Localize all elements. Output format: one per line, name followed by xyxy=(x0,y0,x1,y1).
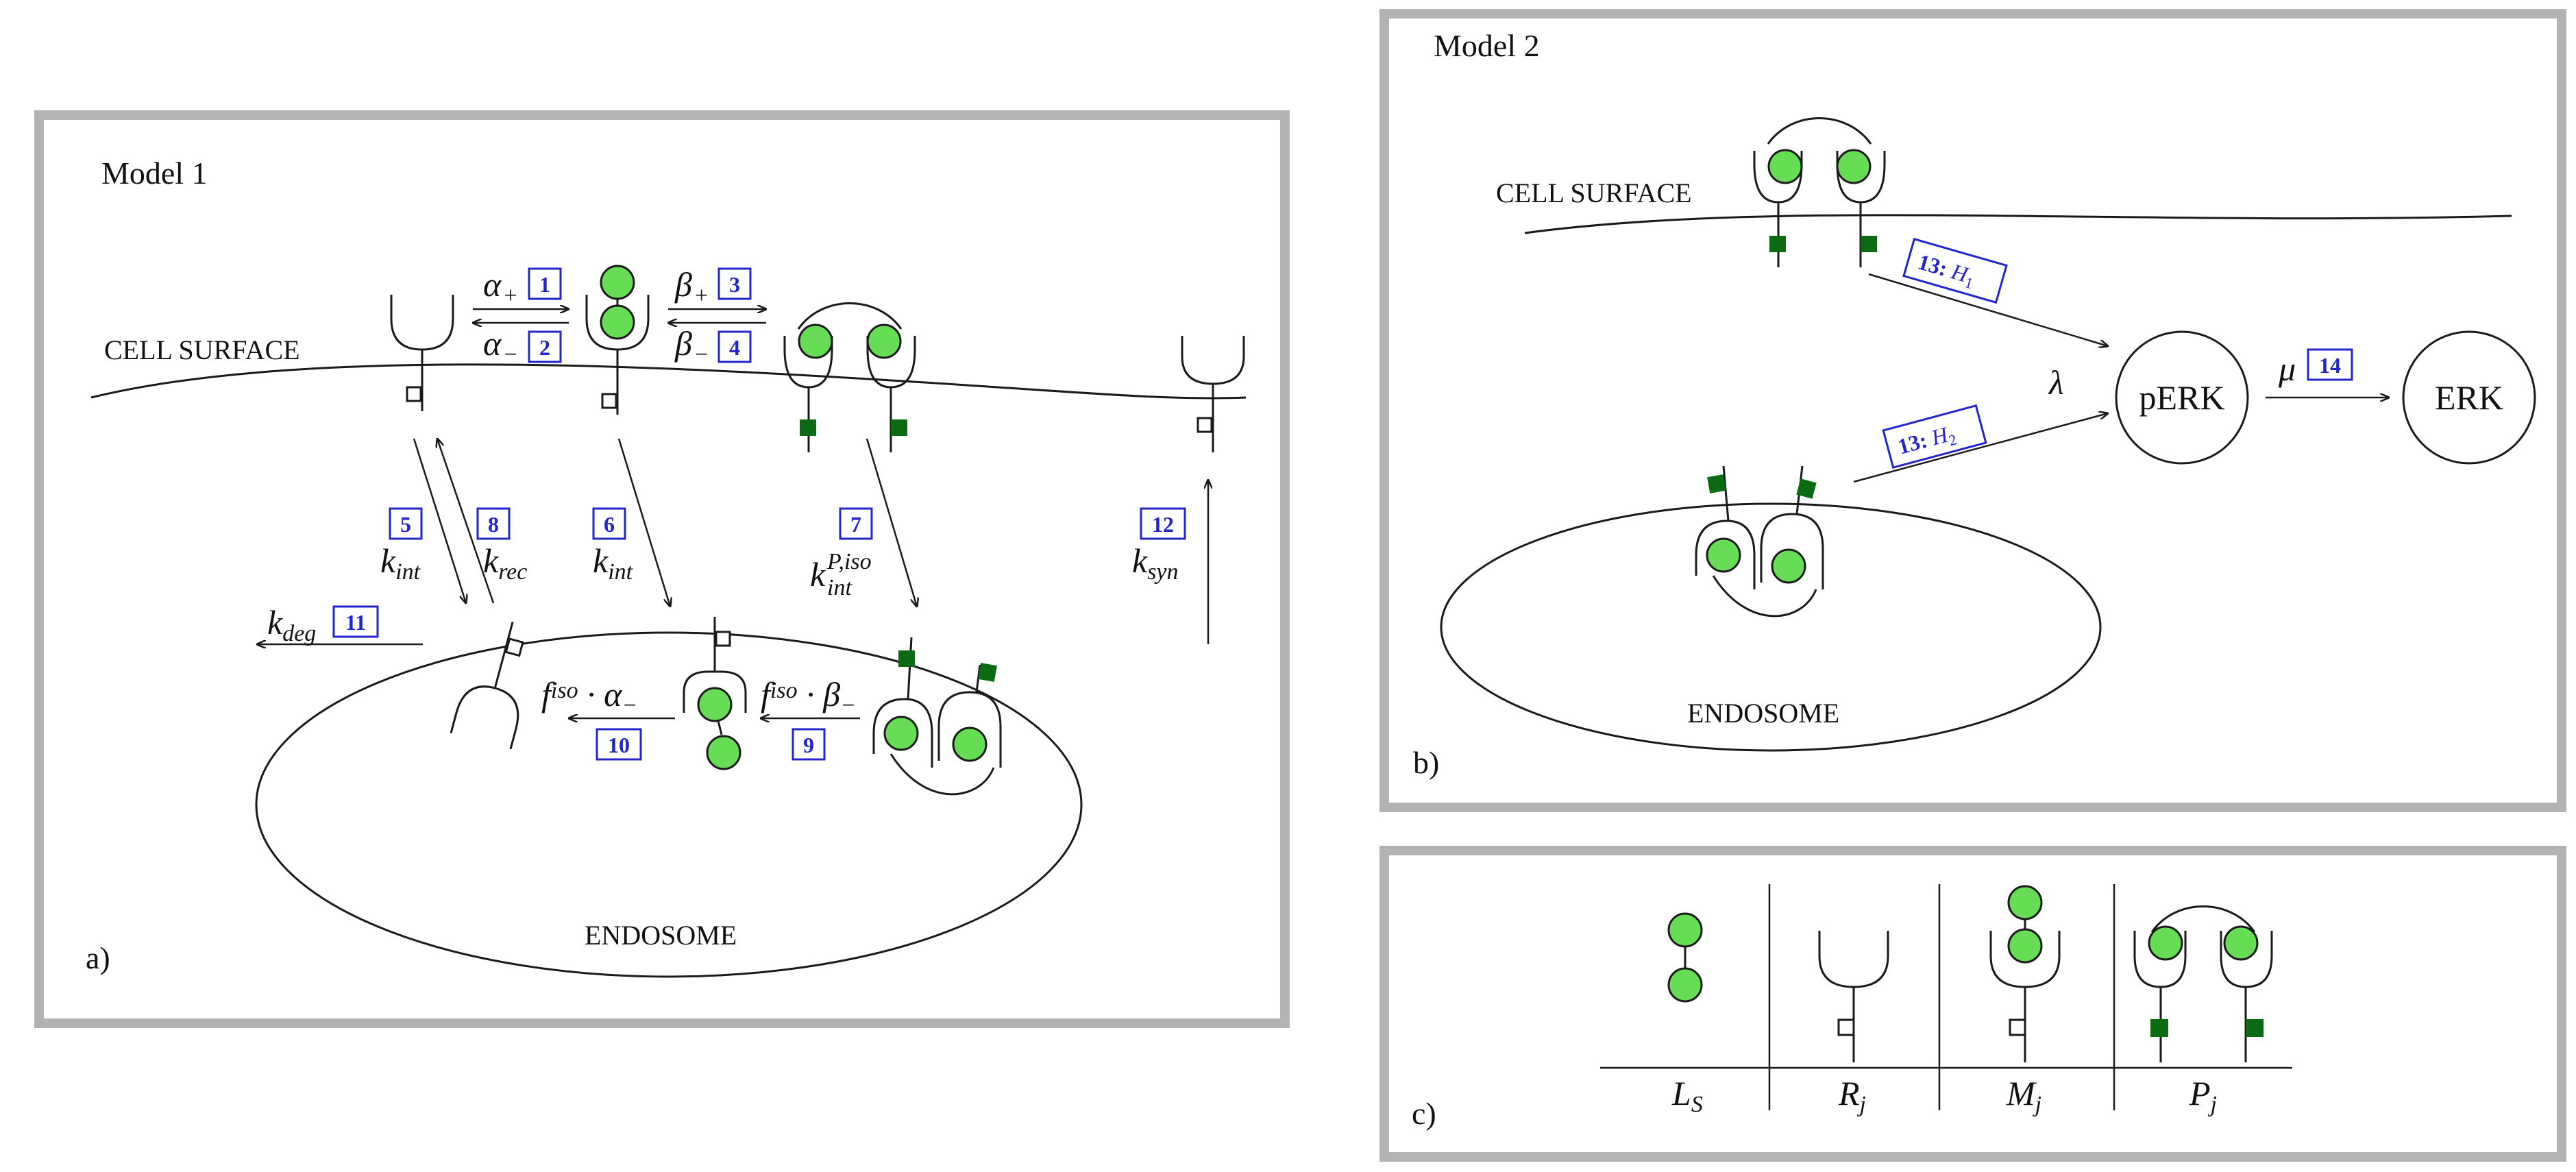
svg-text:1: 1 xyxy=(539,272,550,297)
rate-r5: 5 kint xyxy=(380,507,423,585)
svg-text:fiso · α−: fiso · α− xyxy=(541,675,637,718)
svg-text:4: 4 xyxy=(729,335,740,360)
svg-text:kint: kint xyxy=(593,541,634,585)
svg-text:pERK: pERK xyxy=(2139,378,2225,417)
rate-r9: fiso · β− 9 xyxy=(761,675,856,761)
panel-b-endosome-dimer xyxy=(1695,465,1824,618)
svg-text:kint: kint xyxy=(380,541,421,585)
panel-b-endosome-label: ENDOSOME xyxy=(1687,698,1839,729)
svg-text:7: 7 xyxy=(850,512,861,537)
svg-text:8: 8 xyxy=(488,512,499,537)
mu-label: μ xyxy=(2278,350,2296,388)
surface-receptor-new xyxy=(1181,336,1245,452)
box-h2: 13:H2 xyxy=(1882,404,1987,469)
surface-receptor-free xyxy=(390,295,454,411)
svg-text:fiso · β−: fiso · β− xyxy=(761,675,856,718)
panel-c: c) xyxy=(1379,846,2566,1162)
panel-b-cell-surface-label: CELL SURFACE xyxy=(1496,178,1692,208)
svg-text:P,iso: P,iso xyxy=(826,549,872,574)
endosome-monomer-complex xyxy=(683,617,747,770)
arrow-r8 xyxy=(437,439,495,604)
panel-c-border xyxy=(1379,846,2566,1162)
panel-a-title: Model 1 xyxy=(101,156,208,191)
svg-text:α−: α− xyxy=(483,324,518,367)
surface-monomer-complex xyxy=(585,265,650,415)
box-14: 14 xyxy=(2307,348,2353,381)
svg-text:α+: α+ xyxy=(483,265,518,308)
legend-label-mj: Mj xyxy=(2006,1074,2041,1117)
svg-text:krec: krec xyxy=(483,541,527,585)
panel-a-endosome-label: ENDOSOME xyxy=(585,920,737,951)
arrow-h1 xyxy=(1868,273,2108,346)
lambda-label: λ xyxy=(2048,363,2064,402)
panel-b-border xyxy=(1379,9,2566,812)
arrow-h2 xyxy=(1853,413,2108,483)
arrow-r6 xyxy=(617,438,670,607)
svg-text:ERK: ERK xyxy=(2435,378,2503,417)
panel-a-border xyxy=(34,110,1290,1028)
rate-r7: 7 k P,iso int xyxy=(810,507,873,600)
legend-receptor-symbol xyxy=(1818,931,1889,1062)
panel-a: Model 1 a) CELL SURFACE ENDOSOME xyxy=(34,110,1290,1028)
panel-a-tag: a) xyxy=(86,940,110,975)
cell-membrane xyxy=(90,363,1247,400)
rate-r2: α− 2 xyxy=(483,324,562,367)
panel-a-cell-surface-label: CELL SURFACE xyxy=(104,334,300,365)
legend-monomer-symbol xyxy=(1989,885,2061,1062)
endosome-membrane xyxy=(255,631,1083,978)
svg-text:2: 2 xyxy=(539,335,550,360)
svg-text:11: 11 xyxy=(345,610,366,635)
rate-r12: 12 ksyn xyxy=(1132,507,1186,585)
svg-text:β−: β− xyxy=(674,324,709,367)
panel-b: Model 2 b) CELL SURFACE ENDOSOME xyxy=(1379,9,2566,812)
panel-c-tag: c) xyxy=(1412,1096,1436,1131)
rate-r3: β+ 3 xyxy=(674,265,752,308)
node-perk: pERK xyxy=(2115,330,2249,465)
svg-text:int: int xyxy=(827,575,852,600)
rate-r1: α+ 1 xyxy=(483,265,562,308)
rate-r6: 6 kint xyxy=(592,507,634,585)
legend-dimer-symbol xyxy=(2133,905,2273,1062)
panel-b-tag: b) xyxy=(1413,745,1439,780)
legend-ligand-symbol xyxy=(1667,912,1703,1003)
endosome-receptor-free xyxy=(450,621,524,750)
panel-b-surface-dimer xyxy=(1753,117,1886,267)
node-erk: ERK xyxy=(2402,330,2536,465)
surface-dimer-complex xyxy=(783,302,916,452)
legend-label-ls: LS xyxy=(1671,1074,1703,1117)
svg-text:9: 9 xyxy=(803,733,814,757)
rate-r4: β− 4 xyxy=(674,324,752,367)
legend-label-rj: Rj xyxy=(1838,1074,1866,1117)
svg-text:kdeg: kdeg xyxy=(267,603,316,646)
svg-text:3: 3 xyxy=(729,272,740,297)
panel-b-title: Model 2 xyxy=(1434,28,1540,63)
legend-label-pj: Pj xyxy=(2189,1074,2217,1117)
svg-text:k: k xyxy=(810,555,826,594)
svg-text:ksyn: ksyn xyxy=(1132,541,1179,585)
arrow-r7 xyxy=(866,438,917,607)
panel-b-membrane xyxy=(1524,214,2512,234)
box-h1: 13:H1 xyxy=(1902,237,2008,304)
arrow-r5 xyxy=(413,438,466,603)
svg-text:12: 12 xyxy=(1152,512,1174,537)
svg-text:10: 10 xyxy=(608,733,630,757)
rate-r10: fiso · α− 10 xyxy=(541,675,642,761)
svg-text:5: 5 xyxy=(400,512,411,537)
svg-text:6: 6 xyxy=(604,512,615,537)
rate-r8: 8 krec xyxy=(476,507,527,585)
rate-r11: kdeg 11 xyxy=(267,603,379,646)
svg-text:β+: β+ xyxy=(674,265,709,308)
panel-b-endosome-membrane xyxy=(1440,502,2102,752)
endosome-dimer-complex xyxy=(872,637,1002,796)
svg-text:14: 14 xyxy=(2319,353,2341,378)
